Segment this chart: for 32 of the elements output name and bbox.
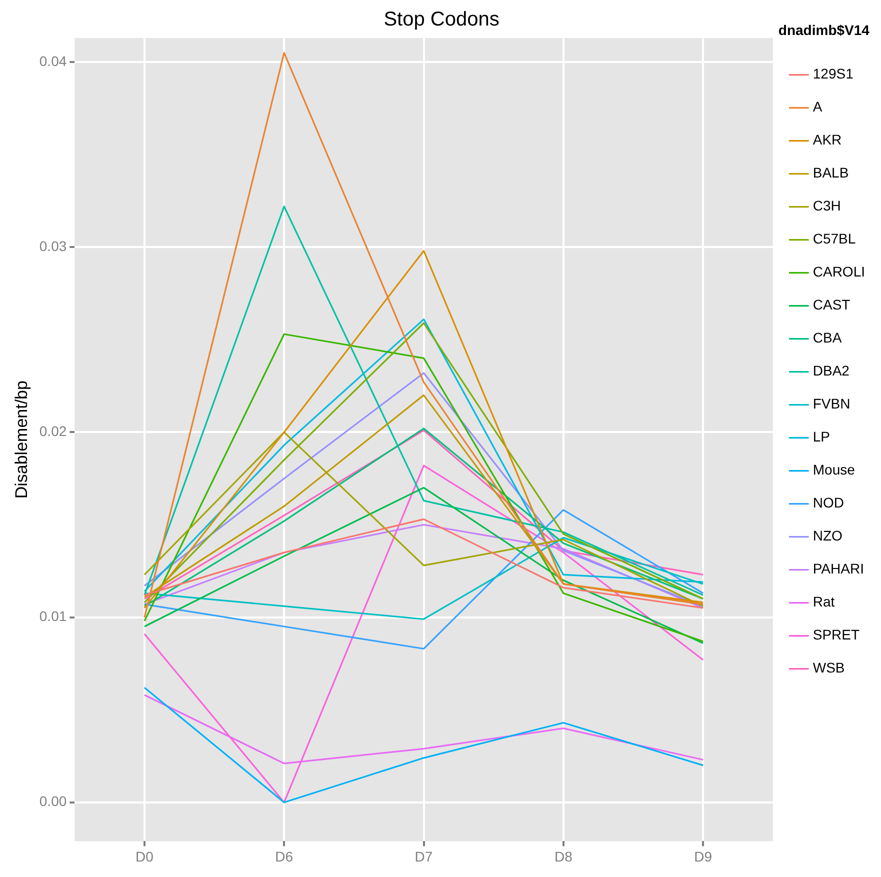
y-tick-label: 0.00 [39,793,67,810]
y-tick-label: 0.03 [39,238,67,254]
legend-label: NOD [812,494,844,511]
chart-title: Stop Codons [384,8,500,31]
x-tick-label: D9 [694,848,712,864]
legend-label: CBA [812,330,842,346]
legend-label: LP [812,428,830,445]
legend-label: WSB [812,660,845,676]
y-axis-title: Disablement/bp [12,380,31,499]
y-tick-label: 0.04 [39,52,67,69]
legend-label: CAST [812,296,851,313]
legend-label: C57BL [812,230,856,247]
legend-title: dnadimb$V14 [778,22,870,38]
legend-label: FVBN [812,396,850,412]
x-tick-label: D0 [136,848,154,864]
legend-label: SPRET [812,626,860,643]
legend-label: BALB [812,164,849,181]
x-tick-label: D6 [275,848,294,864]
legend-label: Rat [812,594,835,610]
legend-label: DBA2 [812,362,850,379]
y-tick-label: 0.02 [39,423,67,440]
x-tick-label: D7 [414,848,433,864]
legend-label: PAHARI [812,560,864,577]
y-tick-label: 0.01 [39,608,67,624]
legend-label: CAROLI [812,264,865,280]
legend-label: C3H [812,198,841,214]
legend-label: 129S1 [812,66,854,82]
legend-label: Mouse [812,462,856,478]
legend-label: NZO [812,528,843,544]
legend-label: A [812,98,823,115]
legend-label: AKR [812,132,842,148]
x-tick-label: D8 [554,848,573,864]
